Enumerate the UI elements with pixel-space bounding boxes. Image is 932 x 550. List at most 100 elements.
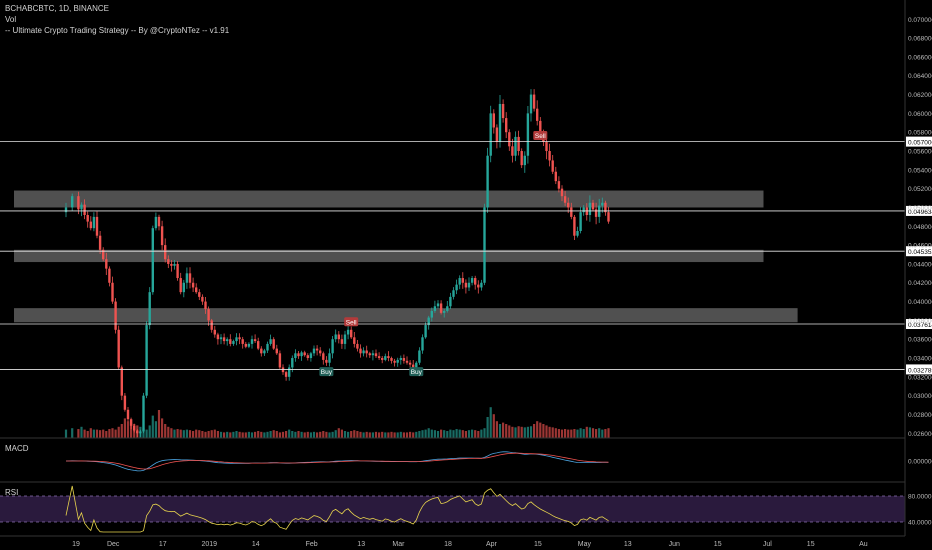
price-tick-label: 0.026000 <box>908 431 932 438</box>
volume-bar <box>161 418 164 438</box>
candle-body <box>201 296 204 302</box>
volume-bar <box>148 425 151 438</box>
sell-signal-badge <box>533 130 548 140</box>
candle-body <box>89 221 92 229</box>
volume-bar <box>517 426 520 438</box>
volume-bar <box>173 429 176 438</box>
volume-bar <box>340 429 343 438</box>
candle-body <box>148 292 151 326</box>
candle-body <box>219 337 223 340</box>
candle-body <box>412 364 415 368</box>
volume-bar <box>312 431 316 438</box>
volume-bar <box>182 430 185 438</box>
support-resistance-zones <box>14 190 798 323</box>
volume-bar <box>585 426 588 438</box>
sell-signal-badge <box>344 317 359 327</box>
volume-bar <box>601 429 604 438</box>
volume-bar <box>433 430 436 438</box>
date-tick-label: Au <box>859 541 868 548</box>
date-tick-label: 2019 <box>202 541 218 548</box>
volume-bar <box>359 431 362 438</box>
pane-axis-ticks <box>0 437 905 537</box>
volume-bar <box>353 430 356 438</box>
rsi-band-fill <box>0 496 905 522</box>
candle-body <box>266 343 269 351</box>
volume-bar <box>588 427 591 438</box>
candle-body <box>529 94 533 114</box>
candle-body <box>198 292 201 297</box>
rsi-pane-label: RSI <box>5 488 19 497</box>
candle-body <box>365 350 368 354</box>
volume-bar <box>266 431 269 438</box>
volume-bar <box>319 431 322 438</box>
candle-body <box>477 284 480 288</box>
candle-body <box>204 301 207 310</box>
volume-bar <box>89 428 92 438</box>
volume-bar <box>446 431 449 438</box>
candle-body <box>582 207 585 213</box>
volume-bar <box>464 431 467 438</box>
candle-body <box>80 204 83 210</box>
volume-bar <box>384 432 387 438</box>
volume-bar <box>489 407 492 438</box>
volume-bar <box>378 432 381 438</box>
symbol-title: BCHABCBTC, 1D, BINANCE <box>5 4 110 13</box>
candle-body <box>145 325 148 396</box>
volume-bar <box>334 430 337 438</box>
volume-bar <box>64 429 68 438</box>
candle-body <box>312 348 316 354</box>
candle-body <box>306 355 309 359</box>
candle-body <box>195 287 198 293</box>
candle-body <box>517 136 520 152</box>
volume-bar <box>576 429 579 438</box>
volume-bar <box>247 431 250 438</box>
candle-body <box>350 329 353 338</box>
candle-body <box>511 146 514 156</box>
volume-bar <box>188 430 192 438</box>
candle-body <box>126 409 130 420</box>
volume-bar <box>316 432 319 438</box>
candle-body <box>102 249 105 260</box>
candle-body <box>421 337 424 351</box>
volume-bar <box>520 426 523 438</box>
volume-bar <box>331 431 334 438</box>
candle-body <box>377 356 381 359</box>
candle-body <box>399 358 402 360</box>
volume-bar <box>257 431 260 438</box>
volume-bar <box>455 429 458 438</box>
candle-body <box>501 103 505 119</box>
candle-body <box>554 171 557 182</box>
volume-bar <box>548 426 551 438</box>
volume-bar <box>238 431 241 438</box>
volume-bar <box>170 428 173 438</box>
candle-body <box>594 209 598 217</box>
volume-bar <box>573 429 576 438</box>
volume-bar <box>223 432 226 438</box>
candle-body <box>257 341 260 349</box>
volume-bar <box>595 429 598 438</box>
date-tick-label: Jun <box>669 541 680 548</box>
volume-bar <box>526 426 529 438</box>
volume-bar <box>328 432 331 438</box>
volume-bar <box>294 431 297 438</box>
candle-body <box>288 367 291 377</box>
candle-body <box>452 290 455 297</box>
candle-body <box>244 343 247 347</box>
volume-bar <box>362 432 365 438</box>
sell-signal-label: Sell <box>535 133 546 140</box>
volume-bar <box>120 424 123 438</box>
candle-body <box>455 284 458 291</box>
volume-bar <box>508 425 511 438</box>
candle-body <box>532 94 536 109</box>
candle-body <box>498 103 502 142</box>
volume-bar <box>108 429 111 438</box>
buy-signal-badge <box>319 367 334 377</box>
volume-bar <box>291 431 294 438</box>
candle-body <box>111 282 114 302</box>
candle-body <box>390 358 393 361</box>
